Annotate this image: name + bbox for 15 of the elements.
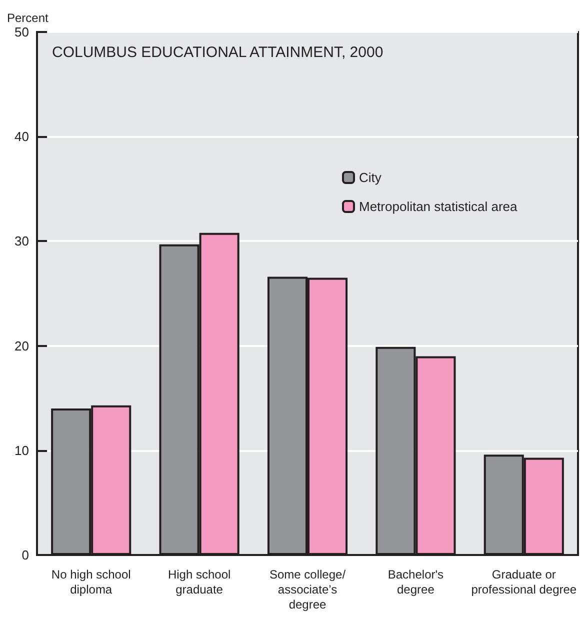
legend-label: City xyxy=(359,170,382,185)
y-axis-title: Percent xyxy=(7,11,50,25)
y-tick-label: 40 xyxy=(14,129,29,144)
x-tick-label: Graduate or professional degree xyxy=(471,568,577,596)
x-tick-label: High school graduate xyxy=(168,568,231,596)
x-tick-label: Some college/ associate’s degree xyxy=(269,568,346,612)
x-tick-label: No high school diploma xyxy=(51,568,131,596)
text: COLUMBUS EDUCATIONAL ATTAINMENT, 2000 xyxy=(52,44,384,61)
y-tick-label: 20 xyxy=(14,338,29,354)
legend-label: Metropolitan statistical area xyxy=(359,199,518,214)
x-tick-label: Bachelor's degree xyxy=(388,568,444,596)
y-tick-label: 50 xyxy=(14,24,29,40)
y-tick-label: 30 xyxy=(14,234,29,249)
y-tick-label: 0 xyxy=(22,548,29,562)
y-tick-label: 10 xyxy=(14,442,29,458)
